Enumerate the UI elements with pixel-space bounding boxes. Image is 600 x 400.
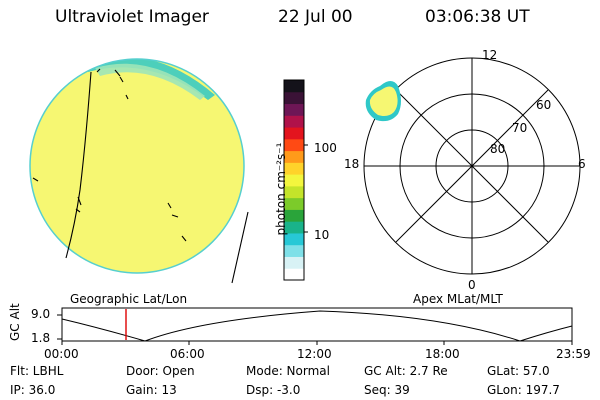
- meta-glon: GLon: 197.7: [487, 383, 560, 397]
- apex-polar-plot: [363, 57, 581, 275]
- orbit-xtick-4: 23:59: [556, 347, 591, 361]
- earth-disk: [30, 59, 244, 273]
- meta-door: Door: Open: [126, 364, 195, 378]
- colorbar-segment: [284, 209, 304, 222]
- colorbar-segment: [284, 221, 304, 234]
- orbit-altitude-curve: [61, 310, 573, 342]
- colorbar-segment: [284, 185, 304, 199]
- mlt-label-12: 12: [482, 48, 498, 62]
- colorbar-segment: [284, 127, 304, 140]
- colorbar-segment: [284, 80, 304, 93]
- orbit-frame: [61, 307, 573, 342]
- colorbar-segment: [284, 138, 304, 152]
- mlat-label-80: 80: [490, 142, 506, 156]
- mlt-label-18: 18: [344, 157, 360, 171]
- mlt-label-6: 6: [578, 157, 586, 171]
- orbit-altitude-plot: [57, 307, 573, 345]
- apex-caption: Apex MLat/MLT: [413, 292, 503, 306]
- image-time: 03:06:38 UT: [425, 7, 530, 27]
- colorbar-segment: [284, 256, 304, 269]
- colorbar-segment: [284, 150, 304, 163]
- colorbar-segment: [284, 91, 304, 105]
- colorbar-segment: [284, 162, 304, 175]
- colorbar: [283, 79, 308, 281]
- mlat-label-60: 60: [536, 98, 552, 112]
- colorbar-segment: [284, 115, 304, 128]
- meta-ip: IP: 36.0: [10, 383, 56, 397]
- orbit-ytick-bottom: 1.8: [31, 331, 51, 345]
- meta-filter: Flt: LBHL: [10, 364, 64, 378]
- mlt-label-0: 0: [468, 278, 476, 292]
- meta-gain: Gain: 13: [126, 383, 177, 397]
- geographic-caption: Geographic Lat/Lon: [70, 292, 188, 306]
- colorbar-tick-10: 10: [314, 228, 330, 242]
- image-title: Ultraviolet Imager: [55, 7, 209, 27]
- meta-gc-alt: GC Alt: 2.7 Re: [364, 364, 448, 378]
- image-date: 22 Jul 00: [278, 7, 353, 27]
- colorbar-segment: [284, 174, 304, 187]
- meta-seq: Seq: 39: [364, 383, 410, 397]
- coastlines: [32, 68, 249, 284]
- orbit-xtick-3: 18:00: [425, 347, 460, 361]
- colorbar-segment: [284, 103, 304, 116]
- aurora-blob: [365, 81, 401, 122]
- mlat-label-70: 70: [512, 121, 528, 135]
- colorbar-segment: [284, 244, 304, 257]
- orbit-ylabel: GC Alt: [8, 303, 22, 341]
- colorbar-segment: [284, 197, 304, 210]
- meta-mode: Mode: Normal: [246, 364, 330, 378]
- orbit-xtick-2: 12:00: [297, 347, 332, 361]
- colorbar-tick-100: 100: [314, 141, 337, 155]
- orbit-ytick-top: 9.0: [31, 307, 51, 321]
- geographic-image: [29, 58, 249, 284]
- colorbar-segment: [284, 268, 304, 281]
- colorbar-frame: [283, 79, 305, 281]
- orbit-xtick-1: 06:00: [170, 347, 205, 361]
- colorbar-segment: [284, 232, 304, 246]
- orbit-xtick-0: 00:00: [44, 347, 79, 361]
- meta-glat: GLat: 57.0: [487, 364, 550, 378]
- meta-dsp: Dsp: -3.0: [246, 383, 301, 397]
